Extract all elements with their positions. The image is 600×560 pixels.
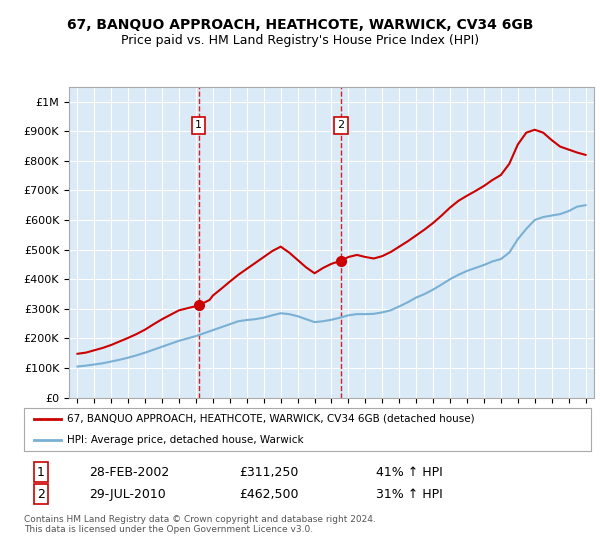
Text: Price paid vs. HM Land Registry's House Price Index (HPI): Price paid vs. HM Land Registry's House … — [121, 34, 479, 46]
Text: 28-FEB-2002: 28-FEB-2002 — [89, 466, 169, 479]
Text: £311,250: £311,250 — [239, 466, 299, 479]
Text: £462,500: £462,500 — [239, 488, 299, 501]
Text: 67, BANQUO APPROACH, HEATHCOTE, WARWICK, CV34 6GB: 67, BANQUO APPROACH, HEATHCOTE, WARWICK,… — [67, 18, 533, 32]
Text: Contains HM Land Registry data © Crown copyright and database right 2024.
This d: Contains HM Land Registry data © Crown c… — [24, 515, 376, 534]
Text: 1: 1 — [195, 120, 202, 130]
Text: 2: 2 — [37, 488, 45, 501]
Text: 31% ↑ HPI: 31% ↑ HPI — [376, 488, 442, 501]
Text: 1: 1 — [37, 466, 45, 479]
Text: 41% ↑ HPI: 41% ↑ HPI — [376, 466, 442, 479]
Text: 67, BANQUO APPROACH, HEATHCOTE, WARWICK, CV34 6GB (detached house): 67, BANQUO APPROACH, HEATHCOTE, WARWICK,… — [67, 414, 474, 424]
Text: 29-JUL-2010: 29-JUL-2010 — [89, 488, 166, 501]
Text: HPI: Average price, detached house, Warwick: HPI: Average price, detached house, Warw… — [67, 435, 303, 445]
Text: 2: 2 — [338, 120, 345, 130]
